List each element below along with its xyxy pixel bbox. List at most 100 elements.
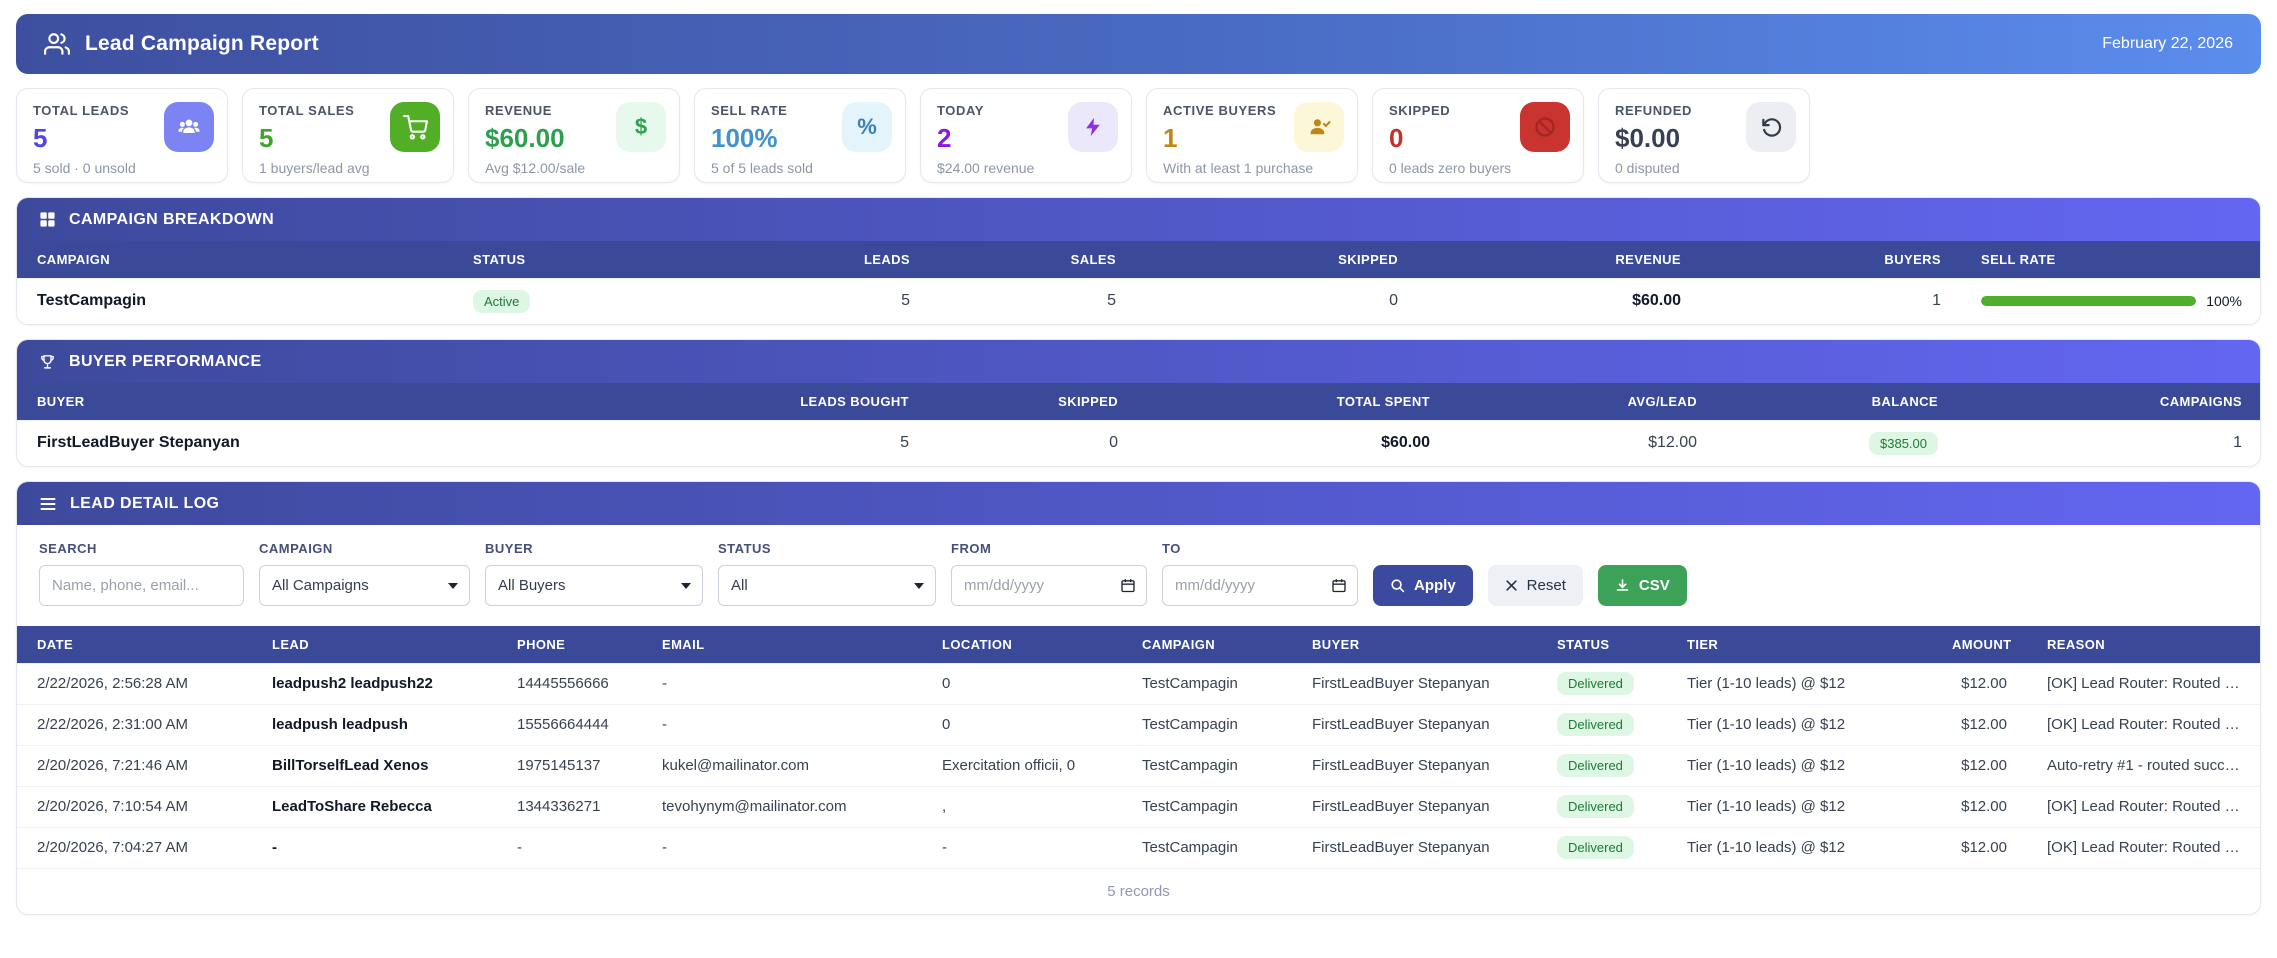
- reset-button-label: Reset: [1526, 577, 1566, 594]
- column-header: TIER: [1667, 626, 1932, 663]
- stat-sub: Avg $12.00/sale: [485, 160, 586, 176]
- amount-cell: $12.00: [1932, 703, 2027, 745]
- status-cell: Delivered: [1537, 826, 1667, 868]
- campaign-cell: TestCampagin: [1122, 662, 1292, 704]
- column-header: PHONE: [497, 626, 642, 663]
- table-row: FirstLeadBuyer Stepanyan 5 0 $60.00 $12.…: [17, 419, 2260, 466]
- status-badge: Delivered: [1557, 754, 1634, 777]
- dollar-icon: $: [616, 102, 666, 152]
- stat-card-skipped: SKIPPED 0 0 leads zero buyers: [1372, 88, 1584, 183]
- stat-label: ACTIVE BUYERS: [1163, 103, 1277, 118]
- status-badge: Delivered: [1557, 713, 1634, 736]
- table-row: 2/20/2026, 7:10:54 AM LeadToShare Rebecc…: [17, 785, 2260, 827]
- campaign-cell: TestCampagin: [1122, 826, 1292, 868]
- reset-button[interactable]: Reset: [1487, 565, 1583, 606]
- reason-cell: [OK] Lead Router: Routed to FirstL...: [2027, 662, 2260, 704]
- phone-cell: 1975145137: [497, 744, 642, 786]
- column-header: BUYER: [17, 383, 453, 420]
- stat-sub: 5 of 5 leads sold: [711, 160, 813, 176]
- campaign-filter-group: CAMPAIGN All Campaigns: [259, 541, 470, 606]
- table-row: 2/22/2026, 2:31:00 AM leadpush leadpush …: [17, 703, 2260, 745]
- buyer-cell: FirstLeadBuyer Stepanyan: [1292, 785, 1537, 827]
- tier-cell: Tier (1-10 leads) @ $12: [1667, 662, 1932, 704]
- amount-cell: $12.00: [1932, 826, 2027, 868]
- balance-badge: $385.00: [1869, 431, 1938, 455]
- search-label: SEARCH: [39, 541, 97, 556]
- from-date-input[interactable]: [951, 565, 1147, 606]
- status-select[interactable]: All: [718, 565, 936, 606]
- leads-cell: 5: [717, 277, 930, 324]
- section-title: CAMPAIGN BREAKDOWN: [69, 210, 275, 228]
- table-row: 2/20/2026, 7:04:27 AM - - - - TestCampag…: [17, 826, 2260, 868]
- buyer-select[interactable]: All Buyers: [485, 565, 703, 606]
- column-header: TOTAL SPENT: [1138, 383, 1450, 420]
- search-filter-group: SEARCH: [39, 541, 244, 606]
- lead-cell: leadpush2 leadpush22: [252, 662, 497, 704]
- column-header: CAMPAIGN: [1122, 626, 1292, 663]
- column-header: REASON: [2027, 626, 2260, 663]
- campaign-cell: TestCampagin: [1122, 703, 1292, 745]
- stat-value: $0.00: [1615, 123, 1681, 153]
- stat-value: 5: [33, 123, 48, 153]
- reason-cell: [OK] Lead Router: Routed to FirstL...: [2027, 785, 2260, 827]
- users-icon: [44, 31, 70, 57]
- campaign-cell: TestCampagin: [1122, 785, 1292, 827]
- sell-rate-bar-fill: [1981, 296, 2197, 307]
- to-date-input[interactable]: [1162, 565, 1358, 606]
- email-cell: tevohynym@mailinator.com: [642, 785, 922, 827]
- lead-cell: BillTorselfLead Xenos: [252, 744, 497, 786]
- date-cell: 2/20/2026, 7:21:46 AM: [17, 744, 252, 786]
- record-count: 5 records: [17, 868, 2260, 914]
- column-header: LEADS BOUGHT: [453, 383, 929, 420]
- from-date-label: FROM: [951, 541, 992, 556]
- amount-cell: $12.00: [1932, 662, 2027, 704]
- buyer-performance-header: BUYER PERFORMANCE: [17, 340, 2260, 383]
- campaign-breakdown-section: CAMPAIGN BREAKDOWN CAMPAIGN STATUS LEADS…: [16, 197, 2261, 325]
- campaign-cell: TestCampagin: [1122, 744, 1292, 786]
- avg-lead-cell: $12.00: [1450, 419, 1717, 466]
- column-header: SKIPPED: [1136, 241, 1418, 278]
- section-title: LEAD DETAIL LOG: [70, 494, 220, 512]
- tier-cell: Tier (1-10 leads) @ $12: [1667, 703, 1932, 745]
- location-cell: -: [922, 826, 1122, 868]
- search-input[interactable]: [39, 565, 244, 606]
- csv-export-button[interactable]: CSV: [1597, 565, 1687, 606]
- phone-cell: 15556664444: [497, 703, 642, 745]
- status-cell: Delivered: [1537, 703, 1667, 745]
- section-title: BUYER PERFORMANCE: [69, 352, 262, 370]
- reason-cell: [OK] Lead Router: Routed to FirstL...: [2027, 703, 2260, 745]
- location-cell: 0: [922, 662, 1122, 704]
- balance-cell: $385.00: [1717, 419, 1958, 466]
- amount-cell: $12.00: [1932, 785, 2027, 827]
- stat-label: TODAY: [937, 103, 985, 118]
- apply-button-label: Apply: [1414, 577, 1456, 594]
- column-header: LOCATION: [922, 626, 1122, 663]
- date-cell: 2/22/2026, 2:56:28 AM: [17, 662, 252, 704]
- buyer-cell: FirstLeadBuyer Stepanyan: [1292, 826, 1537, 868]
- sell-rate-cell: 100%: [1961, 277, 2260, 324]
- tier-cell: Tier (1-10 leads) @ $12: [1667, 826, 1932, 868]
- list-icon: [39, 495, 57, 513]
- apply-button[interactable]: Apply: [1373, 565, 1473, 606]
- download-icon: [1615, 578, 1630, 593]
- stat-label: REFUNDED: [1615, 103, 1693, 118]
- buyers-cell: 1: [1701, 277, 1961, 324]
- close-icon: [1505, 579, 1518, 592]
- column-header: EMAIL: [642, 626, 922, 663]
- percent-icon: %: [842, 102, 892, 152]
- column-header: BUYERS: [1701, 241, 1961, 278]
- date-cell: 2/22/2026, 2:31:00 AM: [17, 703, 252, 745]
- date-cell: 2/20/2026, 7:04:27 AM: [17, 826, 252, 868]
- campaign-status-cell: Active: [453, 277, 717, 324]
- status-badge: Delivered: [1557, 795, 1634, 818]
- cart-icon: [390, 102, 440, 152]
- buyer-filter-label: BUYER: [485, 541, 534, 556]
- stat-value: 5: [259, 123, 274, 153]
- campaign-select[interactable]: All Campaigns: [259, 565, 470, 606]
- tier-cell: Tier (1-10 leads) @ $12: [1667, 785, 1932, 827]
- location-cell: ,: [922, 785, 1122, 827]
- column-header: LEADS: [717, 241, 930, 278]
- stat-sub: 0 disputed: [1615, 160, 1680, 176]
- lead-cell: leadpush leadpush: [252, 703, 497, 745]
